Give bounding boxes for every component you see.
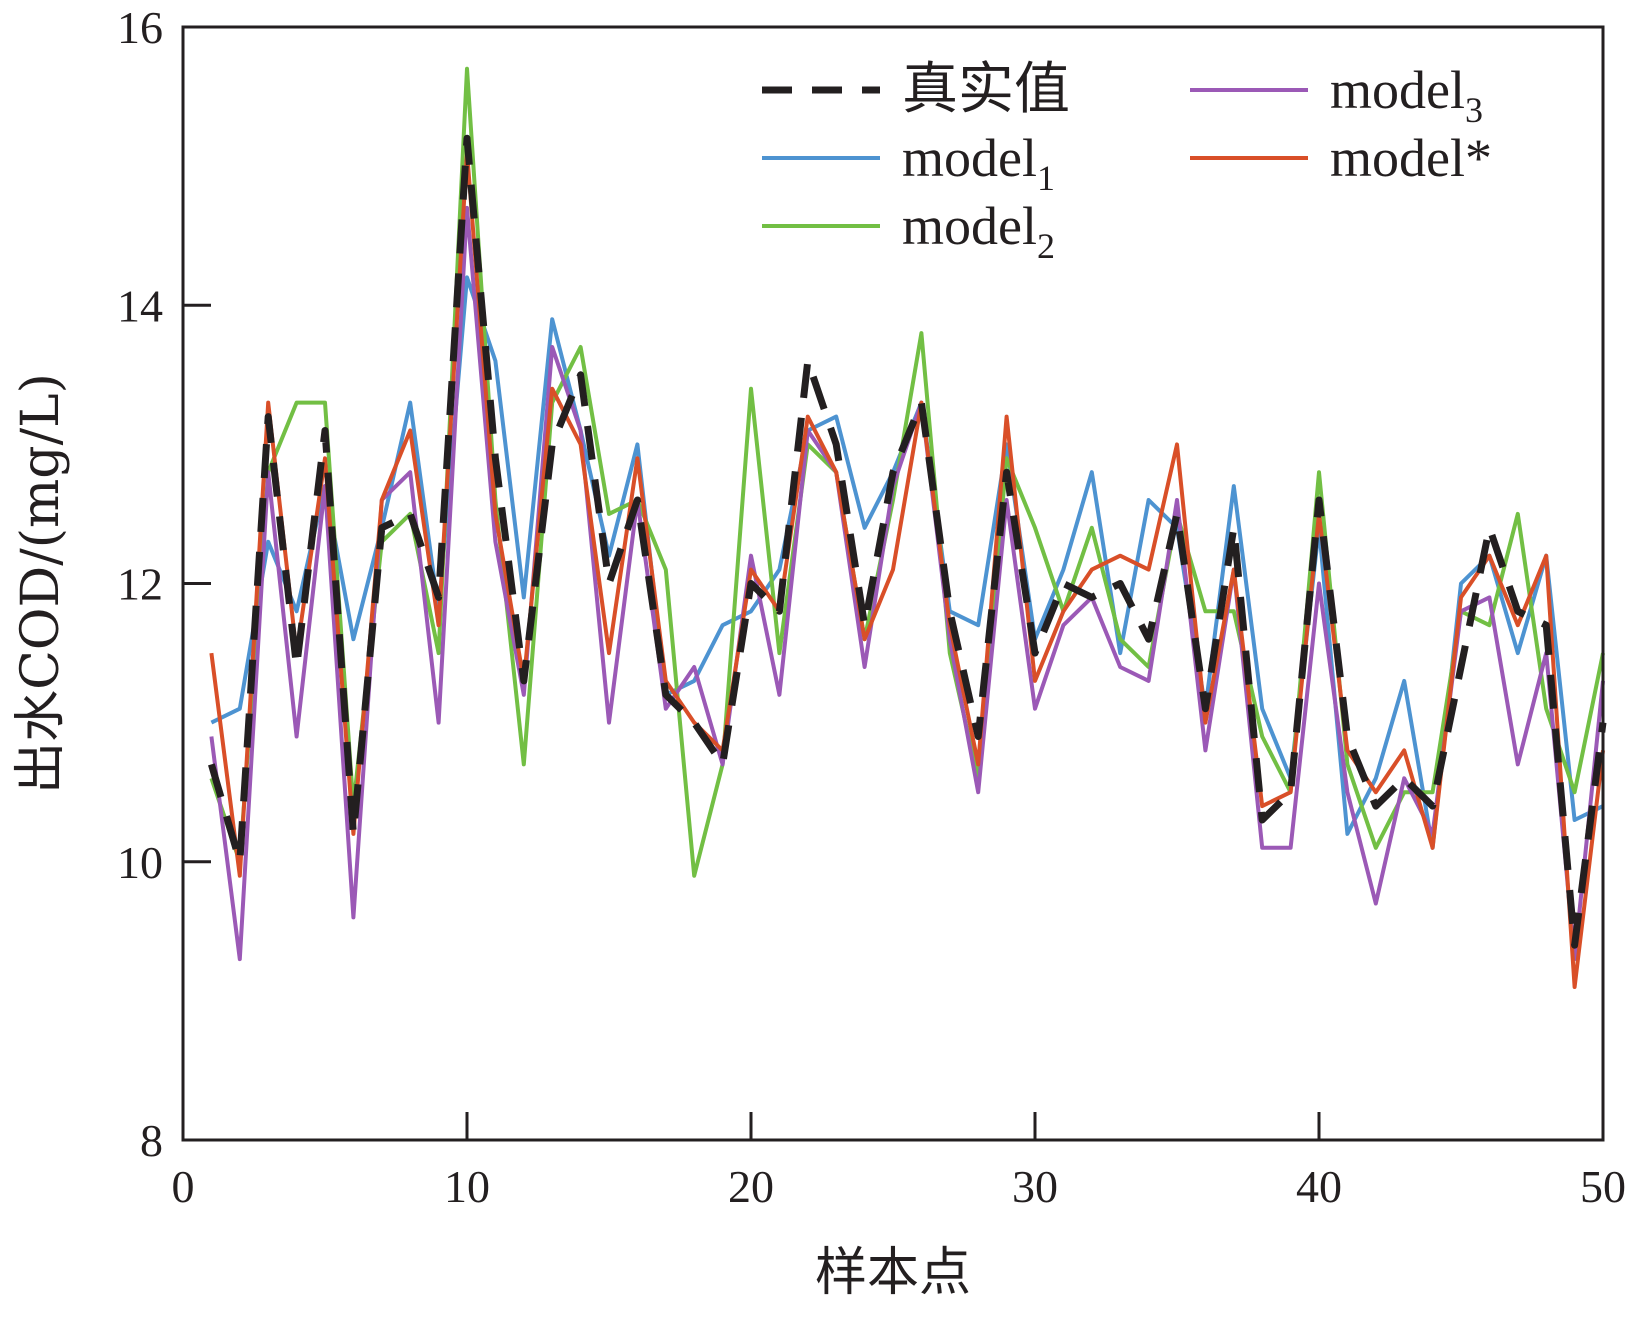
series-layer bbox=[208, 66, 1607, 989]
plot-frame bbox=[181, 25, 1605, 1142]
x-tick-label: 20 bbox=[728, 1161, 774, 1212]
legend-item: 真实值 bbox=[762, 57, 1070, 122]
legend-label: model* bbox=[1330, 128, 1492, 188]
legend-item: model1 bbox=[762, 128, 1055, 198]
y-axis-title: 出水COD/(mg/L) bbox=[11, 373, 71, 794]
legend-label: model3 bbox=[1330, 60, 1483, 130]
legend-label: model2 bbox=[902, 196, 1055, 266]
x-tick-label: 30 bbox=[1012, 1161, 1058, 1212]
x-tick-label: 40 bbox=[1296, 1161, 1342, 1212]
x-tick-label: 10 bbox=[444, 1161, 490, 1212]
series-line-真实值 bbox=[208, 134, 1607, 949]
y-tick-label: 8 bbox=[140, 1115, 163, 1166]
x-axis-title: 样本点 bbox=[815, 1243, 971, 1303]
y-tick-label: 16 bbox=[117, 2, 163, 53]
legend-label: model1 bbox=[902, 128, 1055, 198]
legend-label: 真实值 bbox=[902, 57, 1070, 122]
series-line-model3 bbox=[209, 205, 1605, 962]
legend-item: model* bbox=[1190, 128, 1492, 188]
legend-item: model3 bbox=[1190, 60, 1483, 130]
y-tick-label: 10 bbox=[117, 837, 163, 888]
legend-item: model2 bbox=[762, 196, 1055, 266]
ticks-layer: 0 10 20 30 40 50 8 10 12 14 16 bbox=[117, 2, 1626, 1212]
x-tick-label: 50 bbox=[1580, 1161, 1626, 1212]
y-tick-label: 14 bbox=[117, 280, 163, 331]
x-tick-label: 0 bbox=[172, 1161, 195, 1212]
y-tick-label: 12 bbox=[117, 559, 163, 610]
